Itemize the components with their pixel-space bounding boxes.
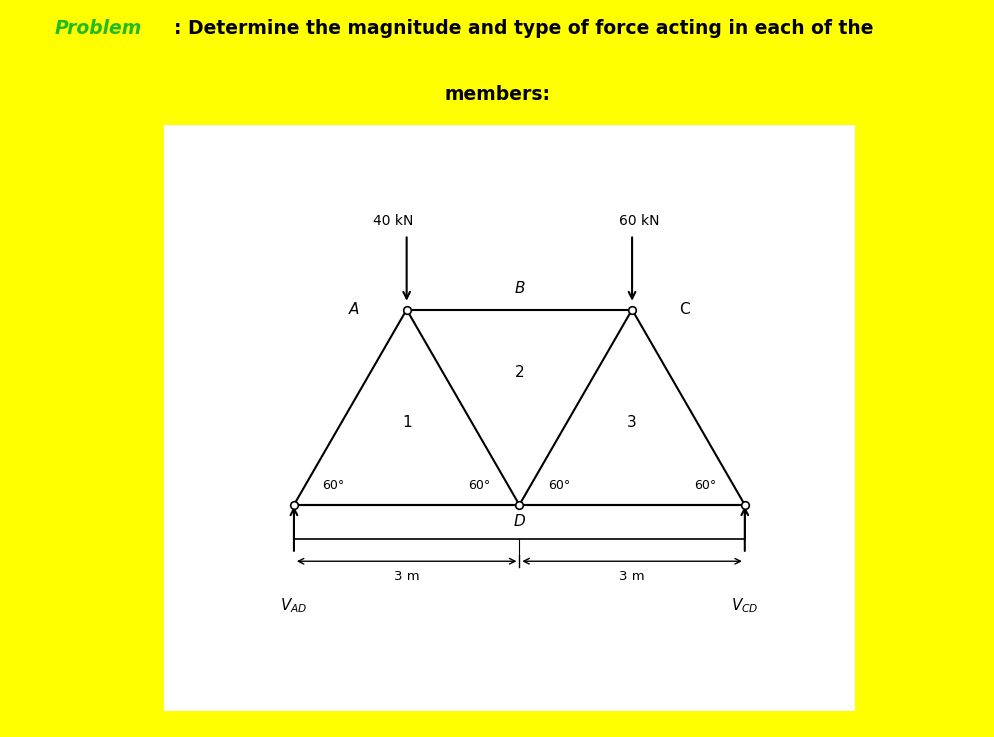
Text: : Determine the magnitude and type of force acting in each of the: : Determine the magnitude and type of fo…	[174, 19, 874, 38]
Text: 3 m: 3 m	[394, 570, 419, 583]
Text: 60°: 60°	[694, 479, 717, 492]
Text: 60 kN: 60 kN	[619, 214, 660, 228]
Text: 1: 1	[402, 416, 412, 430]
Text: $V_{AD}$: $V_{AD}$	[280, 596, 308, 615]
Text: B: B	[514, 281, 525, 296]
Text: 60°: 60°	[322, 479, 345, 492]
Text: members:: members:	[444, 85, 550, 104]
Text: Problem: Problem	[55, 19, 142, 38]
Text: 3: 3	[627, 416, 637, 430]
Bar	[294, 505, 745, 539]
Text: $V_{CD}$: $V_{CD}$	[731, 596, 758, 615]
Text: 60°: 60°	[548, 479, 571, 492]
Text: D: D	[514, 514, 525, 529]
Text: C: C	[679, 302, 690, 317]
Text: 60°: 60°	[468, 479, 491, 492]
Text: 3 m: 3 m	[619, 570, 645, 583]
Text: 2: 2	[515, 365, 524, 380]
Text: 40 kN: 40 kN	[373, 214, 414, 228]
Text: A: A	[349, 302, 359, 317]
